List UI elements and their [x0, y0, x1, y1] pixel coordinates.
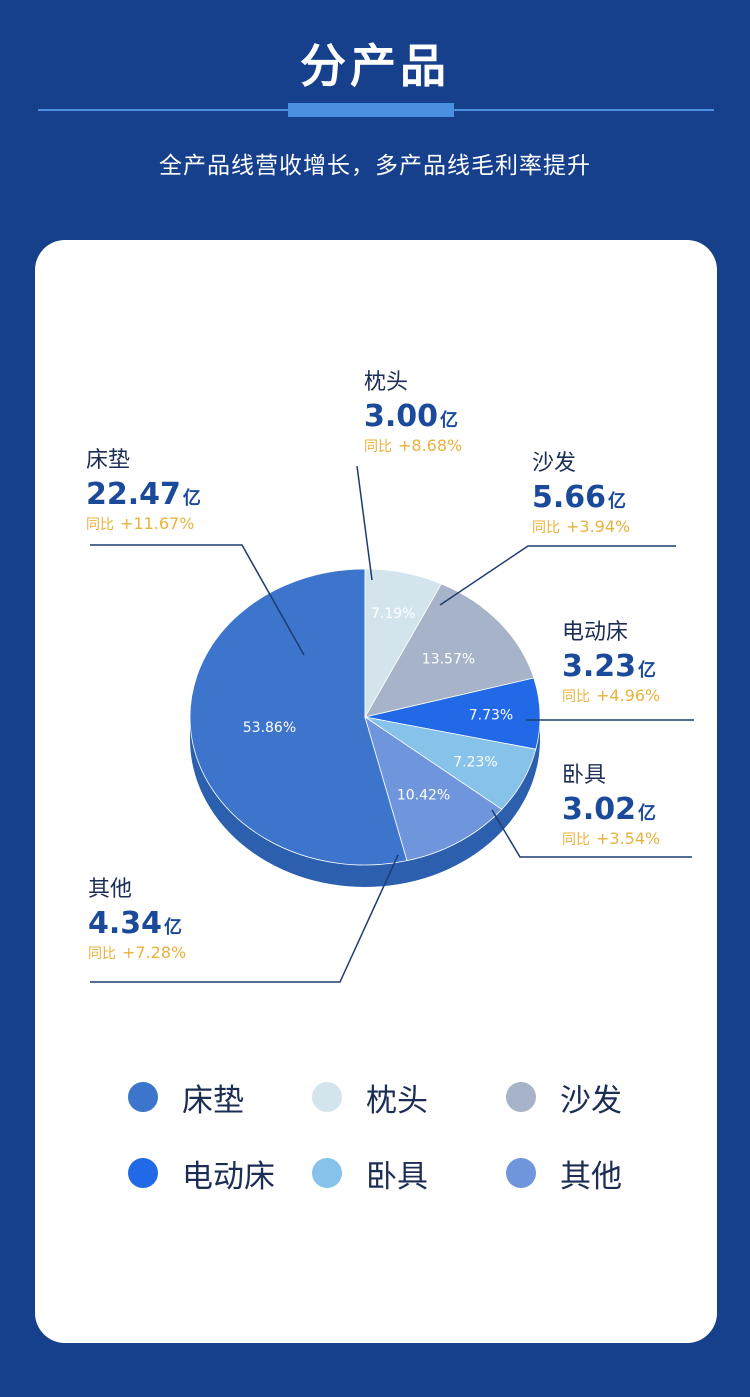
- legend-label: 枕头: [366, 1082, 428, 1119]
- legend-item-other: 其他: [506, 1153, 622, 1195]
- pie-slice-2: [364, 583, 535, 718]
- leader-line-1: [356, 465, 373, 581]
- pie-slice-percent-label: 10.42%: [397, 787, 450, 803]
- callout-pillow: 枕头 3.00 亿 同比 +8.68%: [364, 370, 463, 455]
- pie-slice-percent-label: 7.19%: [371, 606, 415, 622]
- callout-value: 5.66 亿: [532, 480, 627, 515]
- page-subtitle: 全产品线营收增长，多产品线毛利率提升: [159, 153, 591, 179]
- pie-slice-percent-label: 7.73%: [469, 707, 513, 723]
- callout-value: 22.47 亿: [86, 477, 201, 512]
- callout-value: 3.23 亿: [562, 649, 657, 684]
- callout-name: 电动床: [562, 620, 629, 645]
- pie-slice-percent-label: 13.57%: [422, 651, 475, 667]
- callout-yoy: 同比 +4.96%: [562, 686, 661, 705]
- leader-line-0: [90, 544, 305, 656]
- pie-slice-percent-label: 53.86%: [243, 720, 296, 736]
- legend-label: 其他: [560, 1158, 622, 1195]
- callout-yoy: 同比 +7.28%: [88, 943, 187, 962]
- legend-swatch: [128, 1082, 158, 1112]
- page-title: 分产品: [300, 39, 450, 93]
- callout-name: 其他: [88, 877, 133, 902]
- leader-line-5: [90, 854, 399, 983]
- legend-item-electric-bed: 电动床: [128, 1153, 275, 1195]
- pie-slice-0: [189, 568, 408, 866]
- callout-value: 3.00 亿: [364, 399, 459, 434]
- callout-value: 3.02 亿: [562, 792, 657, 827]
- callout-name: 卧具: [562, 763, 607, 788]
- legend-label: 床垫: [182, 1082, 244, 1119]
- title-divider-accent: [288, 103, 454, 117]
- legend-item-sofa: 沙发: [506, 1077, 622, 1119]
- callout-name: 沙发: [532, 451, 577, 476]
- callout-other: 其他 4.34 亿 同比 +7.28%: [88, 877, 187, 962]
- legend-item-mattress: 床垫: [128, 1077, 244, 1119]
- legend-label: 电动床: [182, 1158, 275, 1195]
- legend-swatch: [506, 1158, 536, 1188]
- callout-name: 枕头: [364, 370, 409, 395]
- legend-item-bedding: 卧具: [312, 1153, 428, 1195]
- legend-item-pillow: 枕头: [312, 1077, 428, 1119]
- callout-yoy: 同比 +11.67%: [86, 514, 195, 533]
- legend-swatch: [312, 1158, 342, 1188]
- legend-label: 沙发: [560, 1082, 622, 1119]
- callout-bedding: 卧具 3.02 亿 同比 +3.54%: [562, 763, 661, 848]
- callout-name: 床垫: [86, 448, 131, 473]
- legend-swatch: [506, 1082, 536, 1112]
- legend-swatch: [312, 1082, 342, 1112]
- pie-slice-percent-label: 7.23%: [453, 755, 497, 771]
- legend-label: 卧具: [366, 1158, 428, 1195]
- callout-yoy: 同比 +3.94%: [532, 517, 631, 536]
- callout-sofa: 沙发 5.66 亿 同比 +3.94%: [532, 451, 631, 536]
- callout-electric-bed: 电动床 3.23 亿 同比 +4.96%: [562, 620, 661, 705]
- legend-swatch: [128, 1158, 158, 1188]
- leader-line-2: [439, 545, 676, 606]
- callout-yoy: 同比 +8.68%: [364, 436, 463, 455]
- callout-mattress: 床垫 22.47 亿 同比 +11.67%: [86, 448, 201, 533]
- callout-value: 4.34 亿: [88, 906, 183, 941]
- leader-line-4: [491, 809, 692, 858]
- callout-yoy: 同比 +3.54%: [562, 829, 661, 848]
- pie-slice-5: [364, 716, 503, 862]
